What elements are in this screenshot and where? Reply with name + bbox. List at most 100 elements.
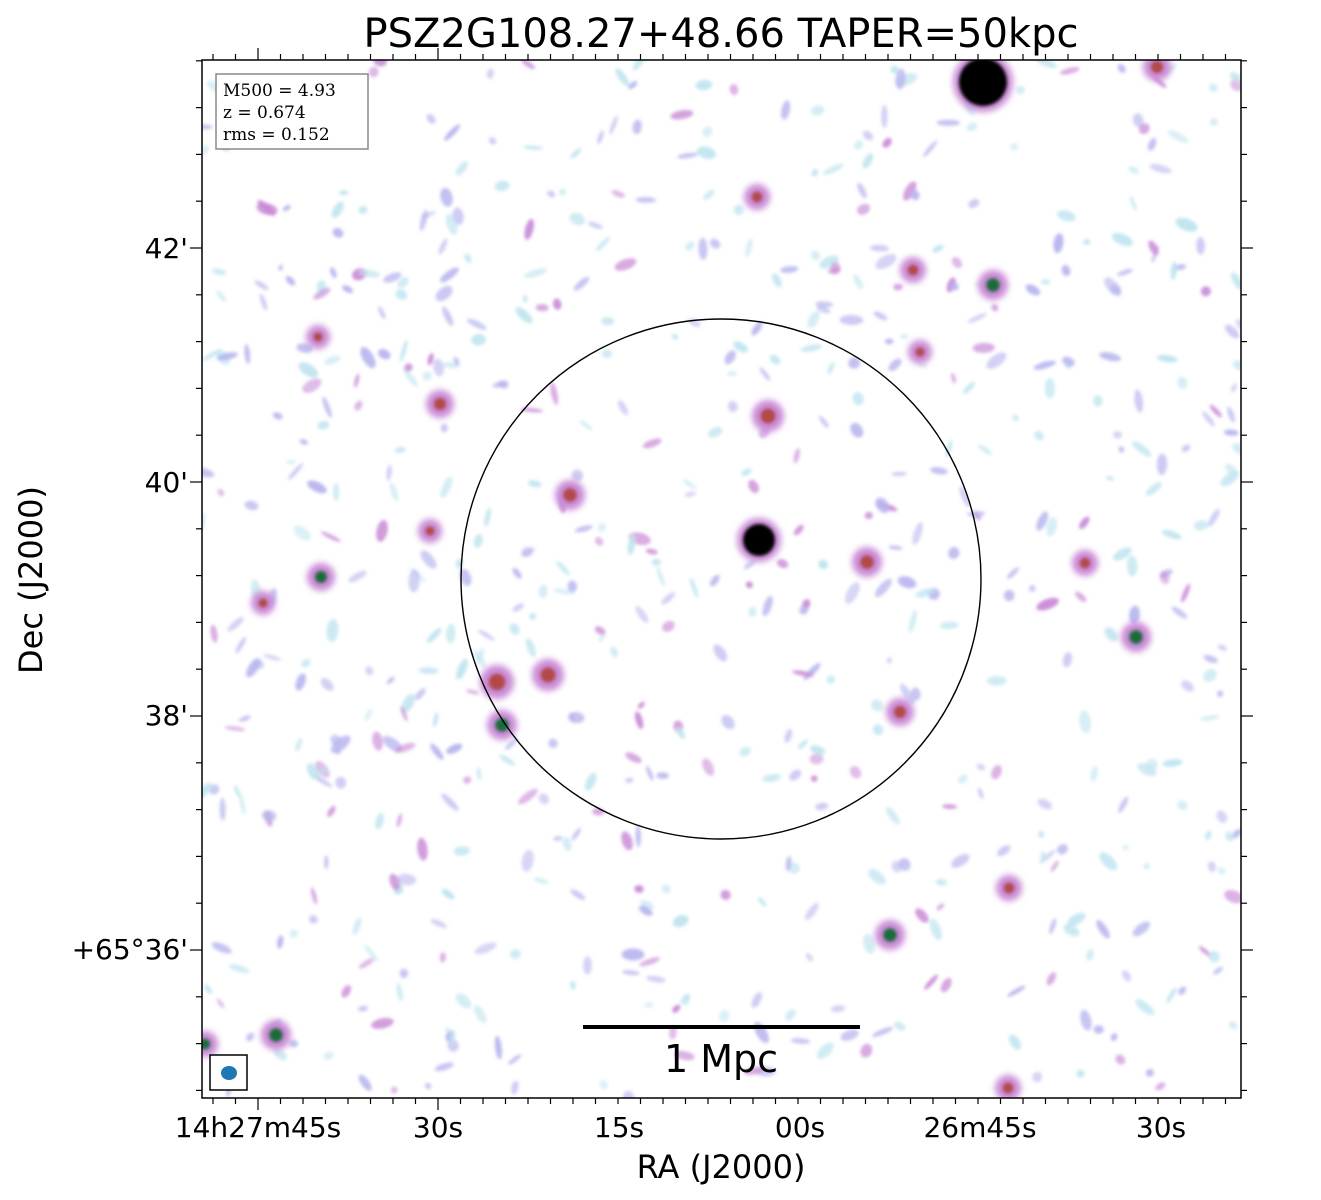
noise-blob [1170, 261, 1177, 280]
noise-blob [695, 79, 713, 91]
noise-blob [1046, 517, 1057, 537]
noise-blob [610, 646, 618, 658]
noise-blob [810, 745, 826, 755]
noise-blob [1117, 63, 1126, 73]
noise-blob [1046, 972, 1056, 986]
noise-blob [261, 810, 277, 822]
noise-blob [804, 902, 819, 920]
x-tick-label: 30s [413, 1111, 463, 1144]
noise-blob [1029, 585, 1036, 592]
compact-source [540, 667, 556, 683]
noise-blob [991, 304, 999, 312]
noise-blob [1225, 831, 1234, 842]
noise-blob [634, 711, 644, 730]
noise-blob [677, 152, 699, 159]
noise-blob [816, 1042, 834, 1060]
noise-blob [571, 827, 581, 841]
noise-blob [702, 126, 713, 138]
noise-blob [601, 349, 613, 358]
noise-blob [963, 381, 975, 395]
noise-blob [807, 310, 820, 329]
noise-blob [432, 712, 439, 728]
noise-blob [873, 311, 888, 321]
noise-blob [512, 603, 524, 612]
noise-blob [822, 163, 844, 175]
noise-blob [670, 109, 694, 120]
noise-blob [442, 362, 459, 369]
noise-blob [805, 952, 814, 962]
noise-blob [759, 367, 771, 381]
noise-blob [478, 629, 495, 641]
noise-blob [1079, 710, 1091, 734]
noise-blob [444, 124, 461, 141]
noise-blob [245, 1032, 255, 1042]
noise-blob [968, 198, 980, 209]
noise-blob [1104, 627, 1119, 642]
noise-blob [363, 944, 379, 962]
noise-blob [358, 1074, 372, 1091]
noise-blob [1009, 143, 1019, 151]
compact-source [425, 526, 435, 536]
noise-blob [672, 1004, 681, 1013]
noise-blob [1225, 324, 1240, 339]
noise-blob [799, 606, 808, 615]
noise-blob [1093, 395, 1103, 407]
noise-blob [1076, 1069, 1085, 1078]
noise-blob [1007, 985, 1026, 997]
noise-blob [522, 294, 528, 303]
noise-blob [389, 482, 399, 502]
beam-ellipse [221, 1066, 237, 1080]
noise-blob [741, 468, 752, 477]
noise-blob [900, 683, 915, 705]
noise-blob [394, 447, 406, 454]
noise-blob [1063, 924, 1080, 937]
noise-blob [216, 998, 225, 1009]
noise-blob [757, 897, 767, 907]
noise-blob [475, 647, 485, 665]
noise-blob [810, 105, 825, 116]
noise-blob [785, 856, 792, 872]
noise-blob [301, 658, 311, 668]
noise-blob [527, 480, 542, 488]
noise-blob [1166, 987, 1177, 1004]
compact-source [563, 488, 577, 502]
noise-blob [473, 534, 483, 548]
noise-blob [358, 205, 368, 214]
noise-blob [508, 1054, 522, 1065]
compact-source [760, 408, 776, 424]
noise-blob [733, 341, 748, 353]
noise-blob [574, 525, 593, 533]
noise-blob [638, 905, 653, 916]
noise-blob [923, 140, 938, 157]
noise-blob [718, 1009, 730, 1023]
point-sources [202, 60, 1171, 1098]
plot-frame [201, 59, 1242, 1099]
compact-source [986, 278, 1000, 292]
noise-blob [1134, 389, 1144, 413]
noise-blob [1129, 195, 1137, 212]
noise-blob [729, 84, 739, 96]
noise-blob [378, 305, 386, 320]
noise-blob [278, 264, 284, 271]
plot-title: PSZ2G108.27+48.66 TAPER=50kpc [364, 11, 1079, 57]
info-box-frame [215, 73, 369, 150]
noise-blob [852, 392, 864, 406]
noise-blob [709, 238, 721, 249]
noise-blob [1038, 831, 1045, 838]
noise-blob [972, 342, 995, 353]
noise-blob [342, 285, 354, 294]
noise-blob [762, 595, 773, 617]
noise-blob [978, 444, 993, 455]
noise-blob [228, 964, 250, 974]
noise-blob [853, 274, 864, 290]
noise-blob [1232, 828, 1241, 839]
noise-blob [676, 726, 686, 739]
noise-blob [685, 241, 695, 251]
noise-blob [244, 344, 251, 365]
noise-blob [1035, 60, 1057, 69]
noise-blob [323, 1051, 335, 1060]
noise-blob [1034, 430, 1044, 441]
noise-blob [296, 343, 314, 353]
noise-blob [446, 623, 456, 644]
noise-blob [1229, 1021, 1238, 1030]
